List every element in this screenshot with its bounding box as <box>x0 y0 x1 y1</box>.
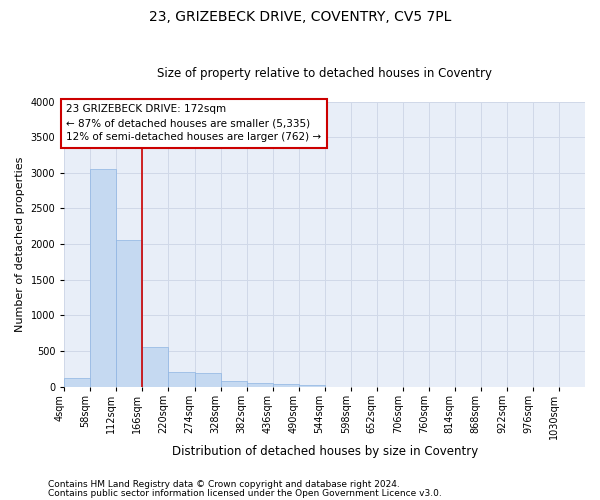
Bar <box>91 168 116 387</box>
Text: Contains HM Land Registry data © Crown copyright and database right 2024.: Contains HM Land Registry data © Crown c… <box>48 480 400 489</box>
Text: Contains public sector information licensed under the Open Government Licence v3: Contains public sector information licen… <box>48 488 442 498</box>
Y-axis label: Number of detached properties: Number of detached properties <box>15 156 25 332</box>
Text: 23, GRIZEBECK DRIVE, COVENTRY, CV5 7PL: 23, GRIZEBECK DRIVE, COVENTRY, CV5 7PL <box>149 10 451 24</box>
Bar <box>116 240 142 387</box>
Bar <box>169 372 194 387</box>
Text: 23 GRIZEBECK DRIVE: 172sqm
← 87% of detached houses are smaller (5,335)
12% of s: 23 GRIZEBECK DRIVE: 172sqm ← 87% of deta… <box>66 104 322 142</box>
Bar <box>221 381 247 387</box>
X-axis label: Distribution of detached houses by size in Coventry: Distribution of detached houses by size … <box>172 444 478 458</box>
Bar <box>64 378 91 387</box>
Bar <box>194 373 221 387</box>
Bar <box>247 383 272 387</box>
Bar <box>272 384 299 387</box>
Title: Size of property relative to detached houses in Coventry: Size of property relative to detached ho… <box>157 66 492 80</box>
Bar <box>299 384 325 387</box>
Bar <box>142 347 169 387</box>
